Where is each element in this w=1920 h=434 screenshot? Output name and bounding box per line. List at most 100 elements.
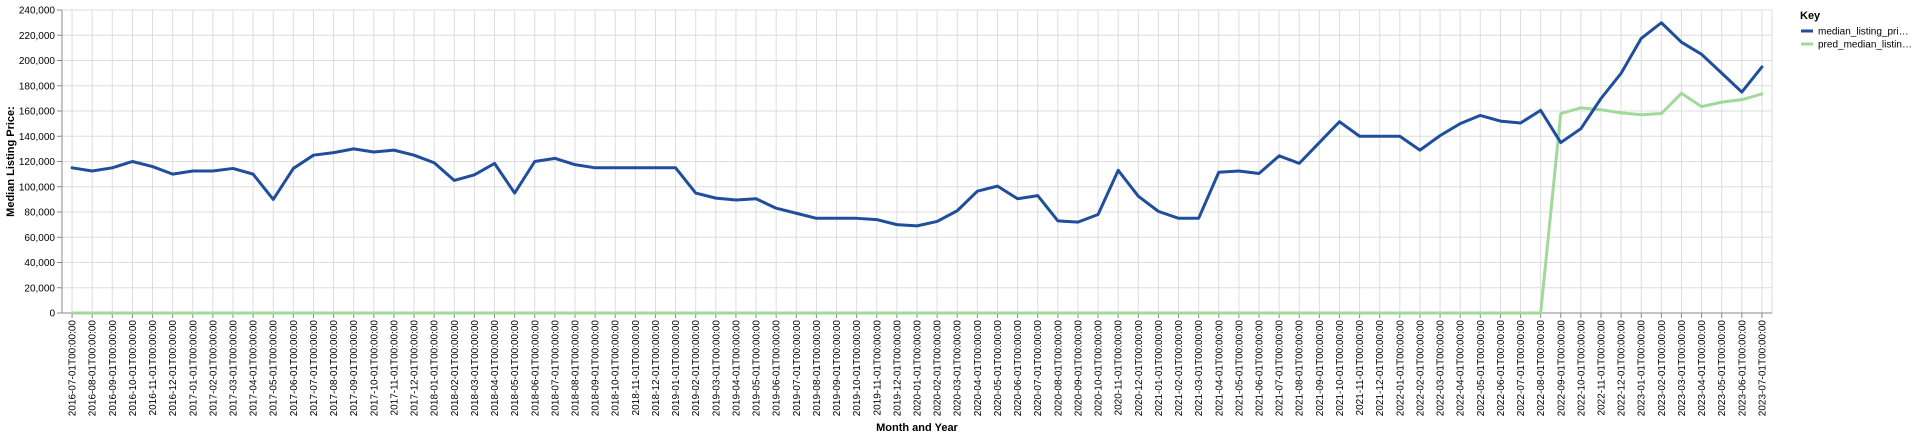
x-tick-label: 2019-02-01T00:00:00 [691, 320, 702, 417]
y-tick-label: 180,000 [19, 81, 56, 92]
x-tick-label: 2019-04-01T00:00:00 [731, 320, 742, 417]
y-tick-label: 60,000 [24, 233, 55, 244]
x-tick-label: 2017-11-01T00:00:00 [389, 320, 400, 416]
x-tick-label: 2018-03-01T00:00:00 [470, 320, 481, 417]
x-tick-label: 2021-11-01T00:00:00 [1355, 320, 1366, 416]
x-tick-label: 2016-09-01T00:00:00 [108, 320, 119, 417]
x-tick-label: 2022-02-01T00:00:00 [1415, 320, 1426, 417]
x-tick-label: 2018-04-01T00:00:00 [490, 320, 501, 417]
x-tick-label: 2022-05-01T00:00:00 [1476, 320, 1487, 417]
x-tick-label: 2023-04-01T00:00:00 [1697, 320, 1708, 417]
x-tick-label: 2018-01-01T00:00:00 [430, 320, 441, 417]
x-tick-label: 2022-10-01T00:00:00 [1576, 320, 1587, 417]
x-tick-label: 2020-06-01T00:00:00 [1013, 320, 1024, 417]
x-tick-label: 2022-03-01T00:00:00 [1436, 320, 1447, 417]
y-tick-label: 240,000 [19, 6, 56, 17]
x-tick-label: 2019-10-01T00:00:00 [852, 320, 863, 417]
x-tick-label: 2023-02-01T00:00:00 [1657, 320, 1668, 417]
x-tick-label: 2022-08-01T00:00:00 [1536, 320, 1547, 417]
x-tick-label: 2021-06-01T00:00:00 [1255, 320, 1266, 417]
y-tick-label: 40,000 [24, 258, 55, 269]
x-tick-label: 2022-04-01T00:00:00 [1456, 320, 1467, 417]
y-tick-label: 220,000 [19, 31, 56, 42]
legend-label: median_listing_pri… [1818, 27, 1909, 38]
x-tick-label: 2023-01-01T00:00:00 [1637, 320, 1648, 417]
x-tick-label: 2021-04-01T00:00:00 [1214, 320, 1225, 417]
legend-label: pred_median_listin… [1818, 40, 1912, 51]
x-tick-label: 2016-10-01T00:00:00 [128, 320, 139, 417]
x-tick-label: 2021-02-01T00:00:00 [1174, 320, 1185, 417]
x-axis-title: Month and Year [876, 422, 958, 434]
y-axis: 0 20,000 40,000 60,000 80,000 100,000 120,000 1… [19, 6, 63, 320]
x-tick-label: 2021-03-01T00:00:00 [1194, 320, 1205, 417]
x-tick-label: 2018-07-01T00:00:00 [550, 320, 561, 417]
x-tick-label: 2017-04-01T00:00:00 [249, 320, 260, 417]
x-tick-label: 2019-03-01T00:00:00 [711, 320, 722, 417]
x-tick-label: 2017-03-01T00:00:00 [229, 320, 240, 417]
x-tick-label: 2021-10-01T00:00:00 [1335, 320, 1346, 417]
x-tick-label: 2017-05-01T00:00:00 [269, 320, 280, 417]
x-tick-label: 2018-06-01T00:00:00 [530, 320, 541, 417]
x-tick-label: 2017-12-01T00:00:00 [410, 320, 421, 417]
x-tick-label: 2016-08-01T00:00:00 [88, 320, 99, 417]
x-tick-label: 2018-08-01T00:00:00 [571, 320, 582, 417]
x-tick-label: 2020-07-01T00:00:00 [1033, 320, 1044, 417]
x-tick-label: 2021-07-01T00:00:00 [1275, 320, 1286, 417]
x-tick-label: 2020-12-01T00:00:00 [1134, 320, 1145, 417]
x-tick-label: 2022-01-01T00:00:00 [1395, 320, 1406, 417]
x-tick-label: 2020-05-01T00:00:00 [993, 320, 1004, 417]
x-tick-label: 2018-10-01T00:00:00 [611, 320, 622, 417]
x-tick-label: 2022-12-01T00:00:00 [1617, 320, 1628, 417]
x-tick-label: 2017-07-01T00:00:00 [309, 320, 320, 417]
x-tick-label: 2020-01-01T00:00:00 [913, 320, 924, 417]
x-tick-label: 2021-05-01T00:00:00 [1234, 320, 1245, 417]
x-tick-label: 2019-01-01T00:00:00 [671, 320, 682, 417]
x-tick-label: 2020-03-01T00:00:00 [953, 320, 964, 417]
series-line [70, 21, 1764, 228]
x-tick-label: 2021-09-01T00:00:00 [1315, 320, 1326, 417]
x-tick-label: 2016-07-01T00:00:00 [68, 320, 79, 417]
series-layer [70, 21, 1764, 315]
x-tick-label: 2018-02-01T00:00:00 [450, 320, 461, 417]
y-tick-label: 120,000 [19, 157, 56, 168]
x-tick-label: 2023-07-01T00:00:00 [1757, 320, 1768, 417]
x-tick-label: 2021-08-01T00:00:00 [1295, 320, 1306, 417]
y-tick-label: 140,000 [19, 132, 56, 143]
x-tick-label: 2019-06-01T00:00:00 [772, 320, 783, 417]
x-tick-label: 2023-06-01T00:00:00 [1737, 320, 1748, 417]
y-tick-label: 0 [49, 309, 55, 320]
y-tick-label: 100,000 [19, 182, 56, 193]
x-tick-label: 2017-02-01T00:00:00 [208, 320, 219, 417]
x-tick-label: 2020-08-01T00:00:00 [1053, 320, 1064, 417]
x-tick-label: 2018-12-01T00:00:00 [651, 320, 662, 417]
x-tick-label: 2019-05-01T00:00:00 [752, 320, 763, 417]
x-tick-label: 2023-03-01T00:00:00 [1677, 320, 1688, 417]
gridlines [61, 9, 1773, 314]
x-tick-label: 2020-04-01T00:00:00 [973, 320, 984, 417]
x-tick-label: 2022-11-01T00:00:00 [1597, 320, 1608, 416]
legend: Key median_listing_pri… pred_median_listi… [1800, 10, 1912, 51]
x-tick-label: 2019-12-01T00:00:00 [892, 320, 903, 417]
x-tick-label: 2022-07-01T00:00:00 [1516, 320, 1527, 417]
x-tick-label: 2022-09-01T00:00:00 [1556, 320, 1567, 417]
x-tick-label: 2017-06-01T00:00:00 [289, 320, 300, 417]
x-axis: 2016-07-01T00:00:00 2016-08-01T00:00:00 20… [62, 312, 1772, 417]
legend-title: Key [1800, 10, 1821, 22]
x-tick-label: 2020-02-01T00:00:00 [933, 320, 944, 417]
y-axis-title: Median Listing Price: [5, 106, 17, 217]
x-tick-label: 2020-10-01T00:00:00 [1094, 320, 1105, 417]
x-tick-label: 2021-01-01T00:00:00 [1154, 320, 1165, 417]
x-tick-label: 2017-09-01T00:00:00 [349, 320, 360, 417]
x-tick-label: 2016-12-01T00:00:00 [168, 320, 179, 417]
y-tick-label: 160,000 [19, 107, 56, 118]
y-tick-label: 200,000 [19, 56, 56, 67]
x-tick-label: 2016-11-01T00:00:00 [148, 320, 159, 416]
y-tick-label: 20,000 [24, 283, 55, 294]
x-tick-label: 2020-09-01T00:00:00 [1073, 320, 1084, 417]
x-tick-label: 2017-01-01T00:00:00 [188, 320, 199, 417]
x-tick-label: 2018-09-01T00:00:00 [591, 320, 602, 417]
x-tick-label: 2017-10-01T00:00:00 [369, 320, 380, 417]
x-tick-label: 2019-11-01T00:00:00 [872, 320, 883, 416]
series-line [70, 91, 1764, 315]
